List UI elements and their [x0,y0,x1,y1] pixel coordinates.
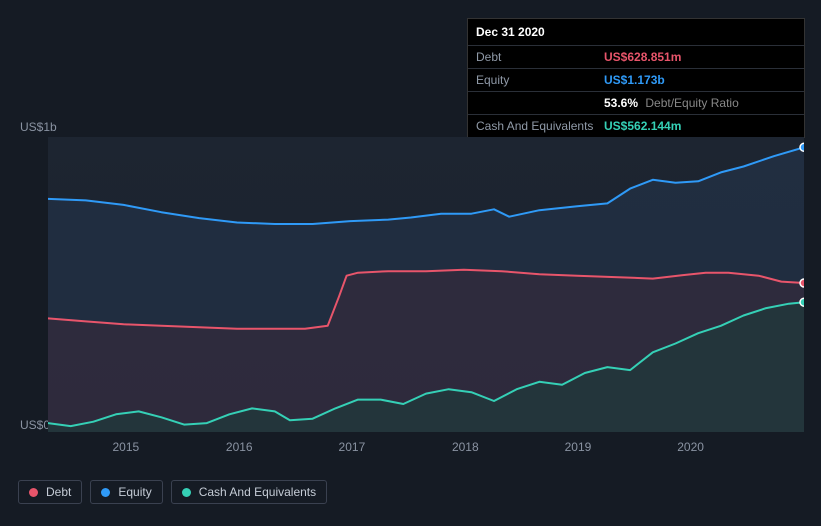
tooltip-label [476,96,604,110]
legend-item[interactable]: Cash And Equivalents [171,480,327,504]
chart-legend: Debt Equity Cash And Equivalents [18,480,327,504]
tooltip-value: US$562.144m [604,119,681,133]
legend-label: Equity [118,485,151,499]
tooltip-row-debt: Debt US$628.851m [468,46,804,69]
legend-item[interactable]: Debt [18,480,82,504]
x-axis-tick: 2020 [677,440,704,454]
x-axis-tick: 2017 [339,440,366,454]
y-axis-label-bottom: US$0 [20,418,50,432]
legend-dot-icon [182,488,191,497]
tooltip-value: US$1.173b [604,73,665,87]
y-axis-label-top: US$1b [20,120,57,134]
x-axis-tick: 2019 [565,440,592,454]
tooltip-date: Dec 31 2020 [468,19,804,46]
tooltip-label: Debt [476,50,604,64]
legend-label: Debt [46,485,71,499]
tooltip-label: Equity [476,73,604,87]
tooltip-sub: Debt/Equity Ratio [645,96,738,110]
x-axis: 2015 2016 2017 2018 2019 2020 [48,440,804,460]
tooltip-label: Cash And Equivalents [476,119,604,133]
x-axis-tick: 2015 [113,440,140,454]
chart-plot-area[interactable] [48,137,804,432]
chart-tooltip: Dec 31 2020 Debt US$628.851m Equity US$1… [467,18,805,138]
legend-item[interactable]: Equity [90,480,162,504]
tooltip-row-ratio: 53.6% Debt/Equity Ratio [468,92,804,115]
chart-svg [48,137,804,432]
legend-dot-icon [101,488,110,497]
x-axis-tick: 2018 [452,440,479,454]
tooltip-row-cash: Cash And Equivalents US$562.144m [468,115,804,137]
tooltip-value: 53.6% [604,96,638,110]
legend-label: Cash And Equivalents [199,485,316,499]
x-axis-tick: 2016 [226,440,253,454]
legend-dot-icon [29,488,38,497]
tooltip-row-equity: Equity US$1.173b [468,69,804,92]
tooltip-value: US$628.851m [604,50,681,64]
